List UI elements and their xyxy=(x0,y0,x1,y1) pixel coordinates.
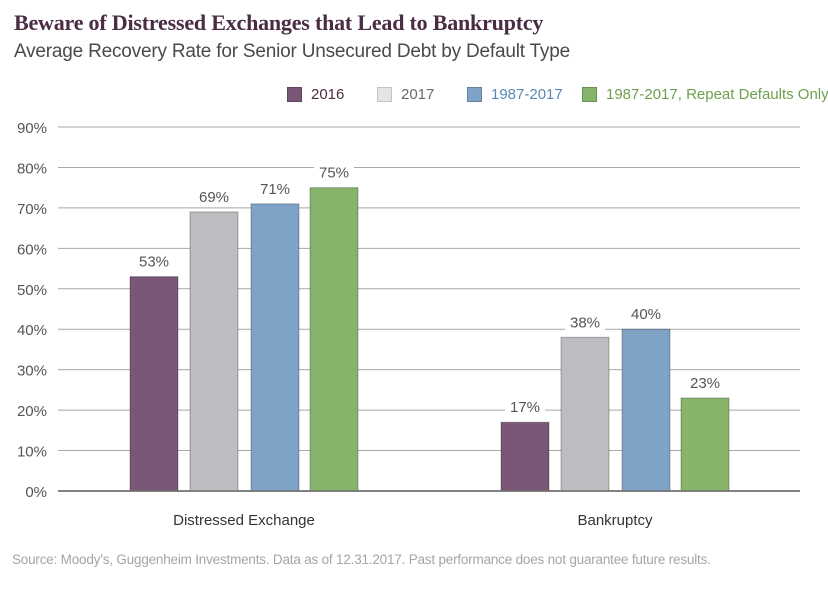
x-category-label: Distressed Exchange xyxy=(173,512,315,529)
y-tick-label: 0% xyxy=(25,484,47,501)
data-label: 53% xyxy=(139,254,169,271)
chart-title: Beware of Distressed Exchanges that Lead… xyxy=(14,10,544,35)
data-label: 40% xyxy=(631,306,661,323)
legend-item: 2016 xyxy=(287,86,344,103)
legend-item: 2017 xyxy=(377,86,434,103)
legend-item: 1987-2017, Repeat Defaults Only xyxy=(582,86,828,103)
y-tick-label: 50% xyxy=(17,282,47,299)
legend-label: 2017 xyxy=(401,86,435,103)
data-label-background xyxy=(134,251,174,271)
bar-2017-bankruptcy xyxy=(560,336,610,492)
legend-swatch xyxy=(287,87,302,102)
y-tick-label: 30% xyxy=(17,363,47,380)
bar-1987-2017-bankruptcy xyxy=(621,328,671,492)
legend-swatch xyxy=(467,87,482,102)
y-tick-label: 80% xyxy=(17,160,47,177)
legend-swatch xyxy=(582,87,597,102)
y-tick-label: 60% xyxy=(17,241,47,258)
bar-1987-2017-repeat-defaults-only-distressed-exchange xyxy=(309,187,359,492)
data-label: 23% xyxy=(690,375,720,392)
bar-2017-distressed-exchange xyxy=(189,211,239,492)
legend-item: 1987-2017 xyxy=(467,86,563,103)
y-tick-label: 90% xyxy=(17,120,47,137)
data-label: 17% xyxy=(510,399,540,416)
legend-swatch xyxy=(377,87,392,102)
legend-label: 1987-2017, Repeat Defaults Only xyxy=(606,86,828,103)
chart-subtitle: Average Recovery Rate for Senior Unsecur… xyxy=(14,41,570,62)
data-label-background xyxy=(505,397,545,417)
data-label: 38% xyxy=(570,314,600,331)
bar-1987-2017-repeat-defaults-only-bankruptcy xyxy=(680,397,730,492)
bar-1987-2017-distressed-exchange xyxy=(250,203,300,492)
data-label-background xyxy=(194,186,234,206)
data-label: 69% xyxy=(199,189,229,206)
legend-label: 2016 xyxy=(311,86,345,103)
data-label-background xyxy=(314,162,354,182)
y-tick-label: 40% xyxy=(17,322,47,339)
data-label-background xyxy=(565,312,605,332)
data-label: 75% xyxy=(319,165,349,182)
x-category-label: Bankruptcy xyxy=(577,512,653,529)
data-label-background xyxy=(626,304,666,324)
y-tick-label: 70% xyxy=(17,201,47,218)
bar-2016-bankruptcy xyxy=(500,421,550,492)
data-label: 71% xyxy=(260,181,290,198)
y-tick-label: 10% xyxy=(17,444,47,461)
source-note: Source: Moody’s, Guggenheim Investments.… xyxy=(12,552,711,567)
legend-label: 1987-2017 xyxy=(491,86,563,103)
data-label-background xyxy=(685,372,725,392)
bar-2016-distressed-exchange xyxy=(129,276,179,492)
y-tick-label: 20% xyxy=(17,403,47,420)
data-label-background xyxy=(255,178,295,198)
